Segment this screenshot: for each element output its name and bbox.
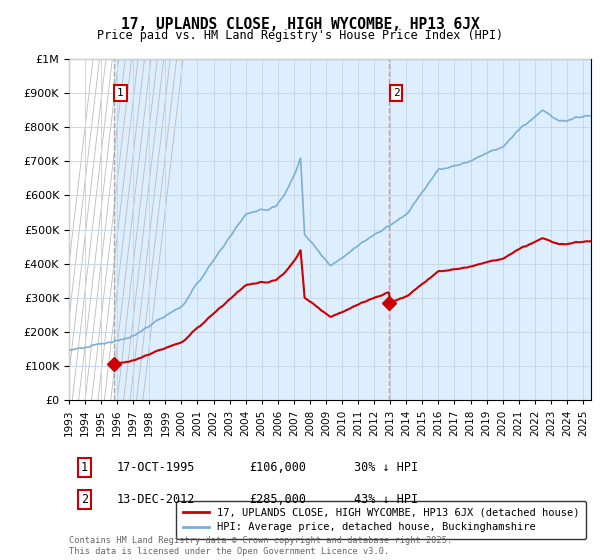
Bar bbox=[69, 59, 114, 400]
Text: 17-OCT-1995: 17-OCT-1995 bbox=[117, 461, 196, 474]
Text: 30% ↓ HPI: 30% ↓ HPI bbox=[354, 461, 418, 474]
Text: 13-DEC-2012: 13-DEC-2012 bbox=[117, 493, 196, 506]
Text: 2: 2 bbox=[392, 88, 400, 98]
Text: 1: 1 bbox=[81, 461, 88, 474]
Text: 2: 2 bbox=[81, 493, 88, 506]
Text: Price paid vs. HM Land Registry's House Price Index (HPI): Price paid vs. HM Land Registry's House … bbox=[97, 29, 503, 42]
Text: Contains HM Land Registry data © Crown copyright and database right 2025.
This d: Contains HM Land Registry data © Crown c… bbox=[69, 536, 452, 556]
Text: 17, UPLANDS CLOSE, HIGH WYCOMBE, HP13 6JX: 17, UPLANDS CLOSE, HIGH WYCOMBE, HP13 6J… bbox=[121, 17, 479, 32]
Legend: 17, UPLANDS CLOSE, HIGH WYCOMBE, HP13 6JX (detached house), HPI: Average price, : 17, UPLANDS CLOSE, HIGH WYCOMBE, HP13 6J… bbox=[176, 501, 586, 539]
Text: 1: 1 bbox=[117, 88, 124, 98]
Text: 43% ↓ HPI: 43% ↓ HPI bbox=[354, 493, 418, 506]
Text: £106,000: £106,000 bbox=[249, 461, 306, 474]
Text: £285,000: £285,000 bbox=[249, 493, 306, 506]
